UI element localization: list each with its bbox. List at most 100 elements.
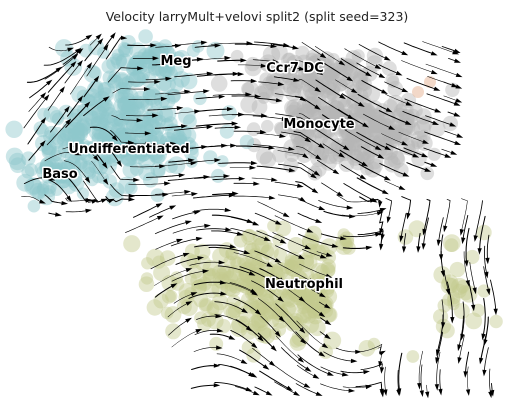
streamline [278, 194, 304, 201]
velocity-arrowhead [406, 212, 411, 220]
velocity-arrowhead [318, 311, 326, 318]
streamline [337, 108, 367, 127]
streamline [423, 217, 429, 247]
velocity-arrowhead [402, 172, 410, 177]
cell-point [253, 313, 269, 329]
velocity-streamlines [21, 32, 498, 399]
velocity-arrowhead [358, 101, 365, 107]
cell-point [289, 284, 308, 303]
streamline [231, 114, 265, 117]
cell-point [173, 71, 190, 88]
streamline [48, 46, 71, 52]
cell-point [67, 112, 82, 128]
velocity-arrowhead [433, 86, 441, 91]
cell-point [106, 110, 124, 127]
velocity-arrowhead [386, 216, 391, 224]
cell-point [42, 179, 57, 195]
cell-point [55, 172, 72, 189]
cell-point [286, 98, 305, 117]
streamline [210, 145, 234, 148]
cell-point [62, 120, 76, 134]
velocity-arrowhead [300, 338, 307, 345]
cell-point [298, 252, 315, 268]
cell-point [226, 266, 242, 282]
cell-point [420, 166, 435, 181]
cell-point [77, 138, 91, 152]
streamline [297, 281, 324, 297]
velocity-arrowhead [385, 107, 393, 113]
streamline [318, 200, 350, 209]
cell-point [465, 312, 483, 330]
cell-point [43, 185, 56, 198]
streamline [65, 36, 90, 46]
cell-point [313, 98, 328, 113]
velocity-arrowhead [314, 104, 321, 110]
cell-point [141, 257, 154, 270]
cell-point [135, 145, 151, 162]
velocity-arrowhead [143, 87, 151, 92]
cell-point [93, 90, 111, 109]
streamline [64, 62, 82, 84]
cell-point [357, 76, 372, 91]
cell-point [206, 302, 220, 316]
cell-point [46, 162, 64, 180]
cell-point [83, 166, 97, 180]
cell-point [301, 96, 320, 115]
streamline [29, 81, 51, 99]
cell-point [90, 112, 109, 131]
cell-point [302, 295, 320, 313]
streamline [293, 131, 323, 148]
velocity-arrowhead [473, 235, 478, 242]
velocity-arrowhead [39, 199, 46, 204]
cluster-ccr7_dc-cells [210, 43, 404, 106]
cluster-undifferentiated-cells [5, 52, 255, 213]
cluster-baso-cells [5, 124, 85, 206]
streamline [361, 80, 386, 93]
streamline [26, 68, 60, 83]
velocity-arrowhead [384, 55, 391, 61]
streamline [341, 93, 363, 106]
cell-point [140, 98, 154, 112]
cell-point [36, 165, 51, 180]
cell-point [311, 106, 327, 122]
velocity-arrowhead [133, 177, 140, 182]
cell-point [396, 128, 413, 145]
cell-point [59, 126, 74, 142]
cell-point [118, 45, 131, 58]
streamline [67, 97, 82, 117]
cell-point [399, 112, 415, 128]
cell-point [298, 66, 315, 83]
cell-point [338, 156, 355, 172]
cell-point [203, 150, 218, 165]
streamline [401, 60, 435, 74]
velocity-arrowhead [399, 235, 404, 243]
streamline [323, 210, 353, 218]
cell-point [153, 293, 169, 309]
velocity-arrowhead [195, 329, 203, 334]
cell-point [21, 151, 36, 166]
streamline [256, 230, 284, 243]
cell-point [343, 143, 357, 157]
cell-point [117, 77, 133, 92]
velocity-arrowhead [388, 125, 396, 130]
velocity-arrowhead [339, 93, 346, 100]
velocity-arrowhead [453, 112, 461, 117]
streamline [112, 88, 148, 94]
velocity-arrowhead [265, 276, 273, 282]
cell-point [273, 247, 287, 261]
cell-point [367, 124, 381, 138]
cell-point [347, 139, 360, 152]
streamline [406, 162, 429, 172]
streamline [237, 64, 264, 67]
velocity-arrowhead [268, 195, 276, 200]
cell-point [356, 142, 371, 157]
cell-point [300, 60, 316, 75]
streamline [340, 370, 367, 374]
streamline [172, 211, 198, 220]
cell-point [321, 259, 336, 274]
velocity-arrowhead [303, 383, 311, 388]
cell-point [180, 72, 198, 90]
cell-point [94, 146, 112, 164]
cell-point [356, 151, 370, 165]
streamline [439, 369, 442, 393]
